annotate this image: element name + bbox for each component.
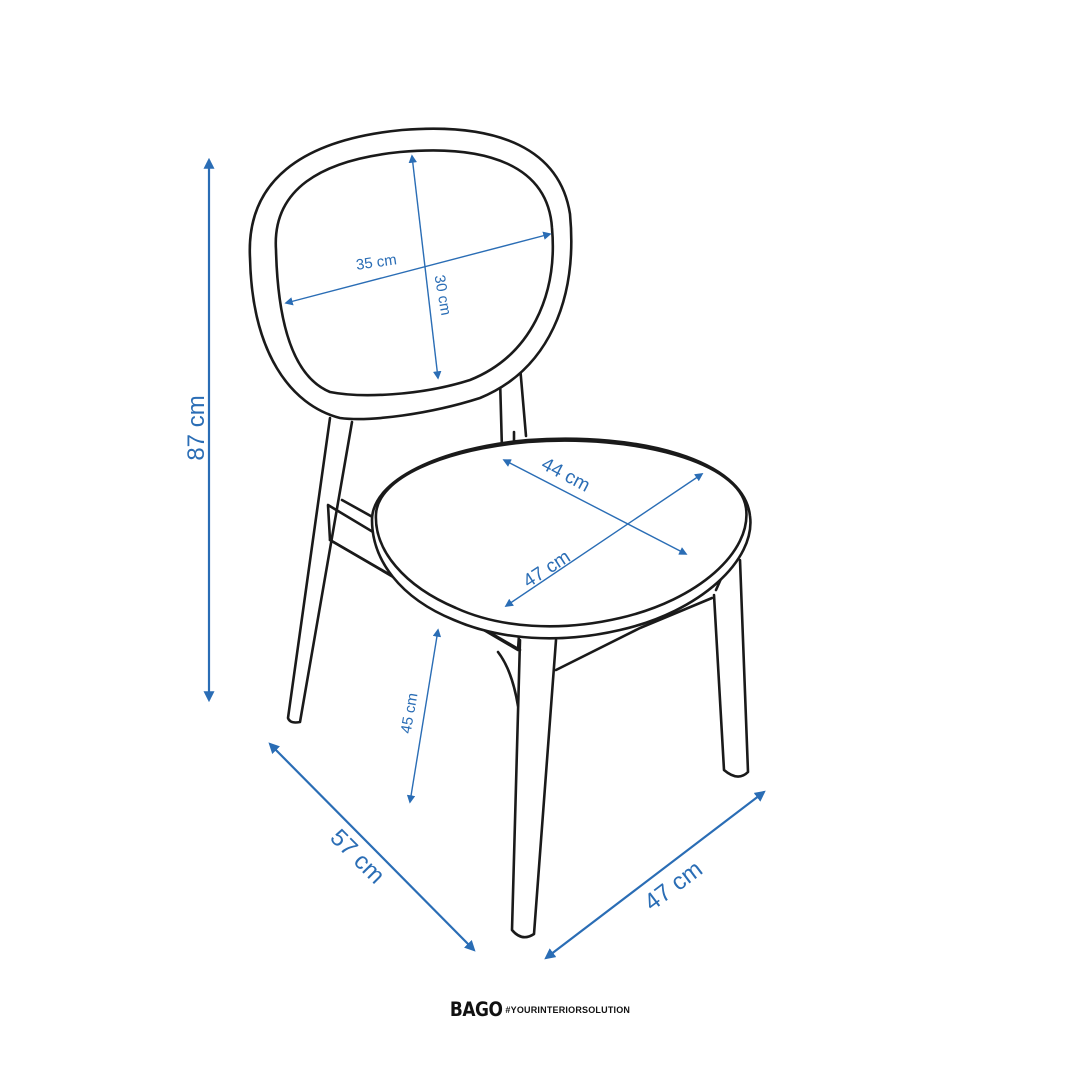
back-left-leg bbox=[286, 416, 354, 724]
back-height-arrow bbox=[408, 154, 442, 380]
front-left-leg bbox=[510, 638, 558, 939]
back-height-label: 30 cm bbox=[431, 274, 455, 317]
seat-height-label: 45 cm bbox=[398, 692, 422, 735]
chair-outline bbox=[248, 127, 752, 939]
front-right-leg bbox=[712, 558, 750, 778]
back-right-leg bbox=[498, 364, 528, 452]
dimension-lines bbox=[203, 154, 766, 960]
brand-tagline: #YOURINTERIORSOLUTION bbox=[505, 1005, 631, 1015]
seat-depth-arrow bbox=[504, 473, 704, 607]
total-height-label: 87 cm bbox=[183, 395, 210, 460]
brand-logo: BAGO bbox=[449, 998, 503, 1022]
overall-depth-arrow bbox=[268, 742, 476, 952]
overall-width-label: 47 cm bbox=[639, 856, 707, 917]
brand-footer: BAGO #YOURINTERIORSOLUTION bbox=[0, 998, 1080, 1022]
overall-width-arrow bbox=[544, 790, 766, 960]
back-width-label: 35 cm bbox=[355, 251, 398, 274]
